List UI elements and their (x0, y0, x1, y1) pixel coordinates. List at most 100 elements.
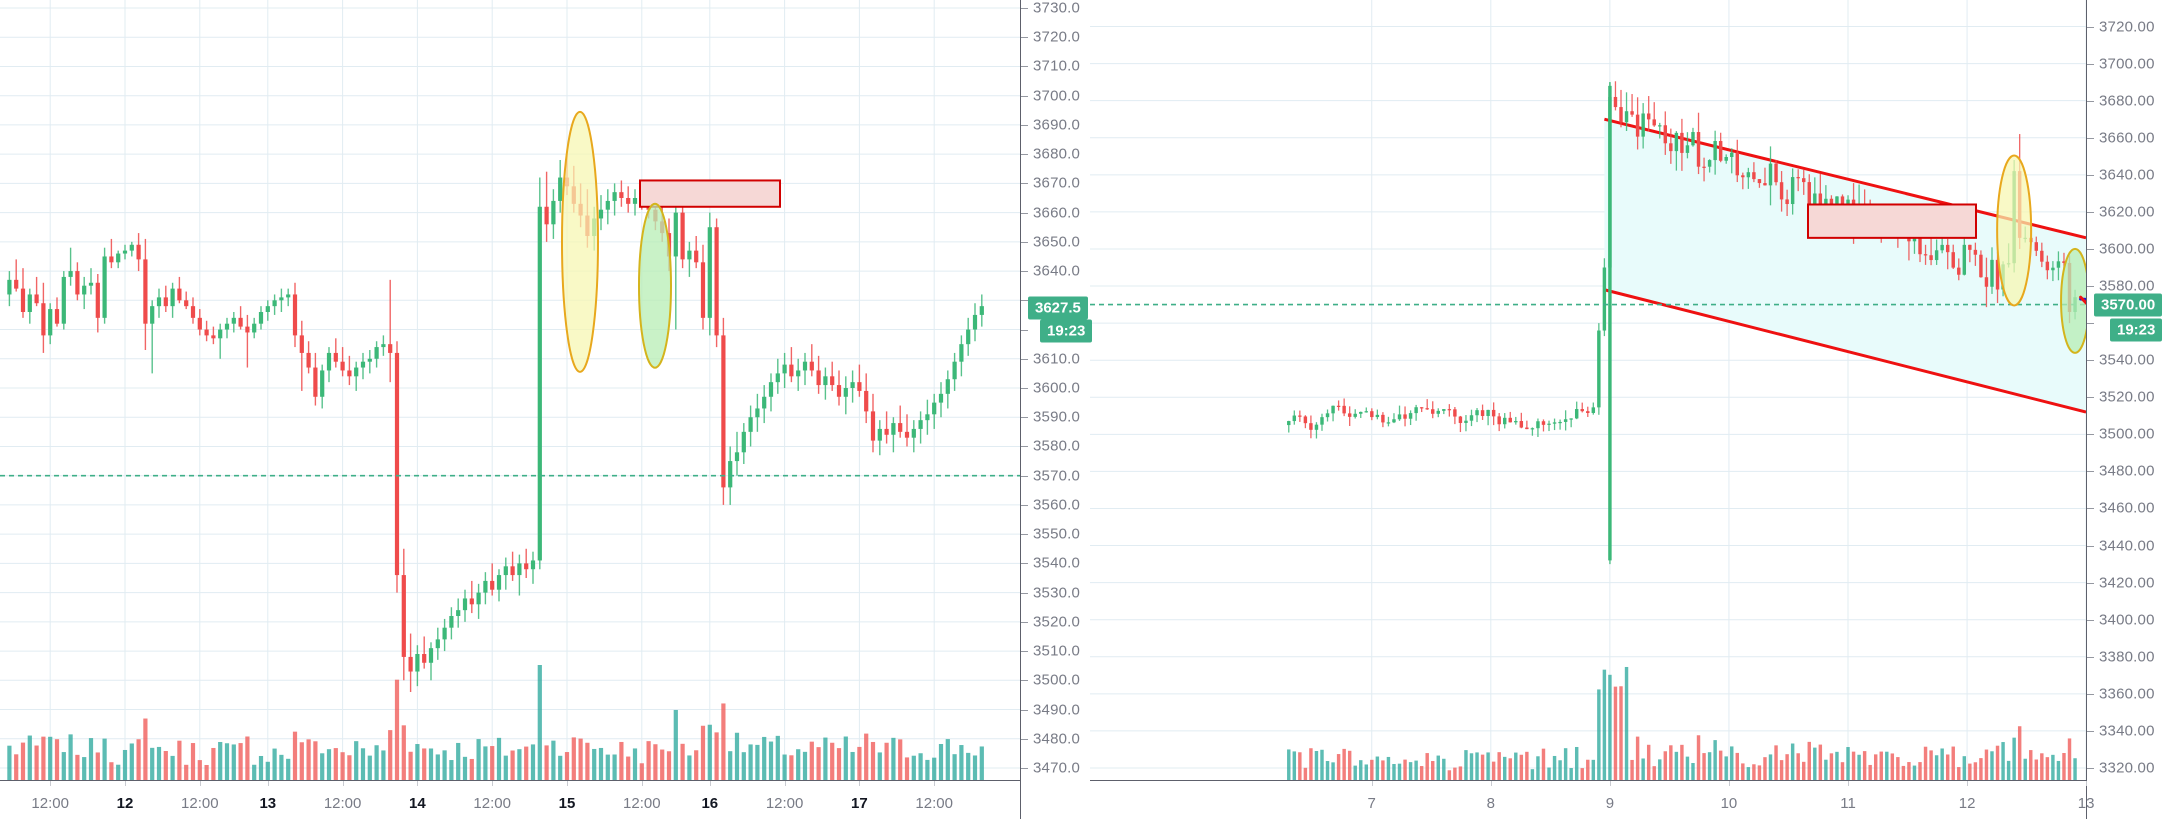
left-gridlines (0, 7, 1020, 769)
left-axis-label: 3690.0 (1033, 116, 1081, 134)
right-axis-tick (2087, 211, 2094, 213)
left-axis-tick (1021, 738, 1028, 740)
left-axis-tick (1021, 124, 1028, 126)
right-axis-tick (2087, 174, 2094, 176)
left-axis-tick (1021, 300, 1028, 302)
left-volume-bars (7, 665, 984, 780)
left-axis-label: 3700.0 (1033, 87, 1081, 105)
left-xtick (492, 781, 494, 786)
left-axis-tick (1021, 388, 1028, 389)
left-chart-canvas[interactable] (0, 0, 1020, 819)
left-candles (7, 154, 984, 692)
right-price-axis[interactable]: 3720.00 3700.00 3680.00 3660.00 3640.00 3620.… (2086, 0, 2176, 819)
left-chart-pane[interactable]: 3730.0 3720.0 3710.0 3700.0 3690.0 3680.0 3670… (0, 0, 1093, 819)
left-axis-tick (1021, 768, 1028, 769)
left-xtick (342, 781, 344, 786)
right-time-label: 10 (1720, 795, 1738, 812)
right-axis-label: 3360.00 (2099, 685, 2155, 703)
left-axis-label: 3530.0 (1033, 584, 1081, 602)
left-axis-tick (1021, 95, 1028, 97)
right-axis-tick (2087, 360, 2094, 362)
right-axis-label: 3460.00 (2099, 499, 2155, 517)
left-axis-tick (1021, 66, 1028, 68)
left-xtick (567, 781, 568, 786)
right-time-axis[interactable]: 7 8 9 10 11 12 13 (1090, 780, 2094, 819)
left-xtick (784, 781, 786, 786)
right-time-label: 11 (1840, 795, 1856, 812)
right-xtick (1728, 781, 1730, 786)
right-channel-fill (1604, 119, 2086, 413)
left-axis-tick (1021, 417, 1028, 419)
right-time-label: 12 (1958, 795, 1976, 812)
left-axis-tick (1021, 651, 1028, 653)
left-axis-tick (1021, 8, 1028, 9)
left-axis-label: 3660.0 (1033, 204, 1081, 222)
right-chart-canvas[interactable] (1090, 0, 2086, 819)
left-axis-label: 3650.0 (1033, 233, 1081, 251)
left-time-label: 12:00 (623, 795, 661, 812)
left-axis-label: 3500.0 (1033, 671, 1081, 689)
left-axis-label: 3480.0 (1033, 730, 1081, 748)
left-axis-tick (1021, 475, 1028, 477)
right-axis-tick (2087, 545, 2094, 547)
right-time-badge: 19:23 (2110, 318, 2163, 342)
left-axis-label: 3590.0 (1033, 408, 1081, 426)
left-price-axis[interactable]: 3730.0 3720.0 3710.0 3700.0 3690.0 3680.0 3670… (1020, 0, 1090, 819)
right-axis-label: 3420.00 (2099, 574, 2155, 592)
right-axis-tick (2087, 63, 2094, 65)
left-vgridlines (49, 0, 935, 780)
right-axis-label: 3640.00 (2099, 166, 2155, 184)
right-volume-bars (1287, 666, 2077, 780)
left-axis-label: 3520.0 (1033, 613, 1081, 631)
left-resistance-zone-box (639, 179, 781, 208)
right-vgridlines (1371, 0, 2086, 780)
right-axis-tick (2087, 619, 2094, 621)
left-axis-tick (1021, 534, 1028, 536)
right-axis-label: 3660.00 (2099, 129, 2155, 147)
left-xtick (641, 781, 643, 786)
left-time-label: 16 (701, 795, 719, 812)
left-time-label: 15 (558, 795, 576, 812)
right-axis-tick (2087, 693, 2094, 695)
right-gridlines (1090, 26, 2086, 769)
right-yellow-ellipse (1996, 154, 2033, 307)
left-axis-tick (1021, 504, 1028, 506)
left-axis-tick (1021, 563, 1028, 565)
right-xtick (2086, 781, 2088, 786)
right-axis-label: 3540.00 (2099, 351, 2155, 369)
left-axis-label: 3550.0 (1033, 525, 1081, 543)
left-time-label: 12:00 (915, 795, 953, 812)
right-axis-label: 3680.00 (2099, 92, 2155, 110)
right-axis-tick (2087, 286, 2094, 288)
right-axis-tick (2087, 582, 2094, 584)
right-xtick (1371, 781, 1373, 786)
right-axis-tick (2087, 768, 2094, 769)
left-axis-tick (1021, 154, 1028, 156)
left-xtick (934, 781, 936, 786)
left-time-axis[interactable]: 12:00 12 12:00 13 12:00 14 12:00 15 12:00 16 12:00… (0, 780, 1020, 819)
right-xtick (1609, 781, 1611, 786)
left-axis-label: 3670.0 (1033, 174, 1081, 192)
right-axis-tick (2087, 137, 2094, 139)
left-xtick (417, 781, 419, 786)
right-axis-tick (2087, 248, 2094, 250)
right-axis-tick (2087, 323, 2094, 325)
right-axis-label: 3720.00 (2099, 18, 2155, 36)
right-axis-label: 3380.00 (2099, 648, 2155, 666)
right-price-badge: 3570.00 (2094, 293, 2163, 317)
left-time-label: 12:00 (323, 795, 362, 812)
left-axis-tick (1021, 37, 1028, 39)
right-axis-label: 3440.00 (2099, 537, 2155, 555)
left-axis-tick (1021, 446, 1028, 448)
left-axis-label: 3570.0 (1033, 467, 1081, 485)
left-xtick (125, 781, 126, 786)
right-chart-pane[interactable]: 3720.00 3700.00 3680.00 3660.00 3640.00 3620.… (1090, 0, 2176, 819)
left-yellow-ellipse (561, 110, 599, 373)
right-xtick (1848, 781, 1849, 786)
left-axis-tick (1021, 183, 1028, 185)
right-axis-tick (2087, 26, 2094, 28)
left-axis-tick (1021, 358, 1028, 360)
right-axis-label: 3520.00 (2099, 388, 2155, 406)
left-axis-label: 3490.0 (1033, 701, 1081, 719)
right-axis-label: 3500.00 (2099, 425, 2155, 443)
